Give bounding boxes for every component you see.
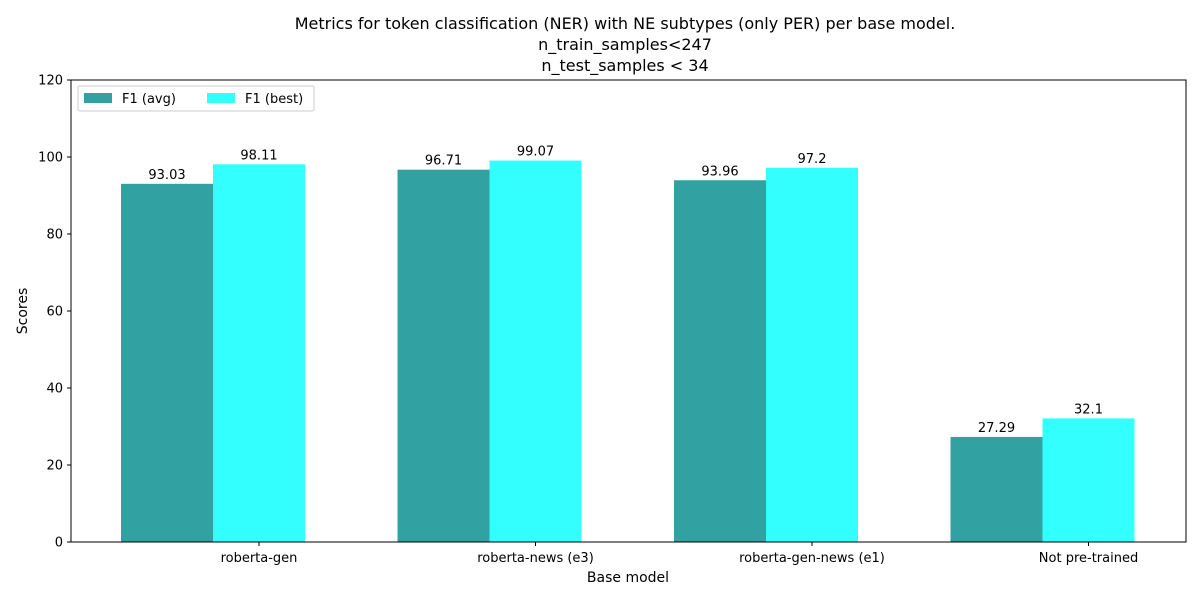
bar-f1-best-not-pre-trained [1042,418,1135,542]
y-axis-ticks: 0 20 40 60 80 100 120 [38,74,71,551]
legend: F1 (avg) F1 (best) [77,85,315,112]
chart-title: Metrics for token classification (NER) w… [295,14,956,76]
y-tick-label-40: 40 [46,382,63,397]
x-tick-label-roberta-gen-news-e1: roberta-gen-news (e1) [739,551,885,566]
legend-label-f1-avg: F1 (avg) [122,92,176,107]
data-label-f1-avg-not-pre-trained: 27.29 [978,421,1015,436]
data-label-f1-best-roberta-gen-news-e1: 97.2 [798,152,827,167]
plot-frame [70,79,1187,543]
legend-box [77,85,315,112]
x-tick-label-roberta-gen: roberta-gen [221,551,298,566]
x-tick-label-roberta-news-e3: roberta-news (e3) [477,551,594,566]
bar-f1-best-roberta-gen [213,164,305,542]
y-tick-label-80: 80 [46,228,63,243]
legend-swatch-f1-avg [84,93,112,103]
bar-f1-avg-roberta-news-e3 [397,169,490,543]
y-tick-label-0: 0 [55,536,63,551]
chart-title-line-3: n_test_samples < 34 [541,56,708,76]
legend-label-f1-best: F1 (best) [245,92,303,107]
chart-title-line-2: n_train_samples<247 [538,35,712,55]
data-label-f1-best-not-pre-trained: 32.1 [1074,402,1103,417]
bars-layer [121,160,1135,543]
data-label-f1-avg-roberta-gen: 93.03 [148,168,185,183]
bar-f1-best-roberta-news-e3 [489,160,582,542]
data-label-f1-best-roberta-gen: 98.11 [240,148,277,163]
y-tick-label-100: 100 [38,151,63,166]
y-tick-label-60: 60 [46,305,63,320]
x-axis-label: Base model [587,570,669,586]
data-label-f1-avg-roberta-news-e3: 96.71 [425,154,462,169]
x-axis-ticks: roberta-gen roberta-news (e3) roberta-gen-… [221,542,1138,566]
legend-swatch-f1-best [207,93,235,103]
bar-f1-avg-roberta-gen-news-e1 [674,180,766,542]
bar-f1-best-roberta-gen-news-e1 [766,167,858,542]
x-tick-label-not-pre-trained: Not pre-trained [1039,551,1138,566]
data-label-f1-best-roberta-news-e3: 99.07 [517,145,554,160]
y-tick-label-120: 120 [38,74,63,89]
chart-title-line-1: Metrics for token classification (NER) w… [295,14,956,33]
bar-f1-avg-not-pre-trained [950,436,1043,542]
y-axis-label: Scores [15,288,31,335]
bar-labels-layer: 93.03 98.11 96.71 99.07 93.96 97.2 27.29 32.1 [148,145,1103,436]
y-tick-label-20: 20 [46,459,63,474]
bar-f1-avg-roberta-gen [121,183,213,542]
data-label-f1-avg-roberta-gen-news-e1: 93.96 [701,164,738,179]
